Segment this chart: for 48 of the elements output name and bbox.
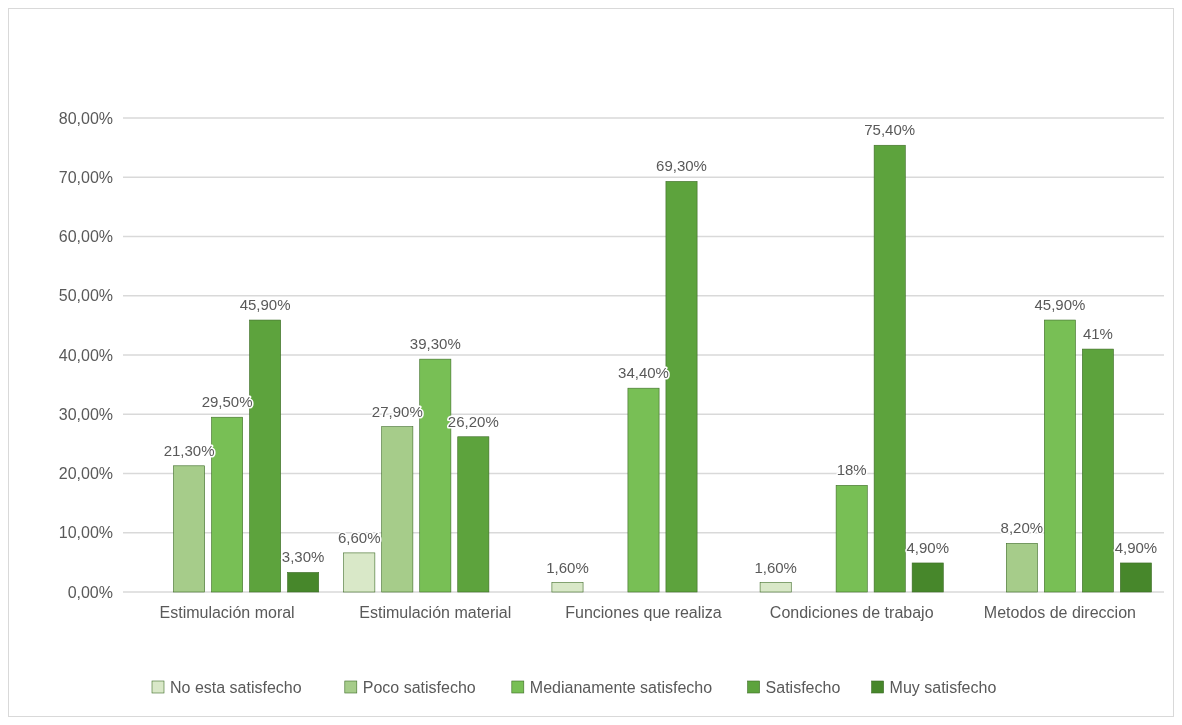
x-tick-label: Condiciones de trabajo <box>769 604 934 621</box>
data-label: 8,20% <box>1000 519 1044 537</box>
bar <box>343 552 376 593</box>
data-label: 75,40% <box>864 121 916 139</box>
data-label: 41% <box>1082 325 1113 343</box>
legend-label: Medianamente satisfecho <box>529 678 713 696</box>
data-label: 3,30% <box>281 548 325 566</box>
y-tick-label: 40,00% <box>58 346 113 364</box>
bar <box>457 436 490 593</box>
y-tick-label: 70,00% <box>58 168 113 186</box>
bar <box>1044 319 1076 593</box>
bar <box>1120 562 1152 593</box>
bar <box>759 582 792 593</box>
legend-label: Poco satisfecho <box>362 678 476 696</box>
x-tick-label: Estimulación moral <box>159 604 295 621</box>
bar <box>287 572 320 593</box>
legend-label: No esta satisfecho <box>170 678 302 696</box>
bar <box>627 387 660 593</box>
data-label: 4,90% <box>906 538 949 556</box>
bar <box>551 582 584 593</box>
bar <box>1006 543 1038 593</box>
bar <box>173 465 205 593</box>
data-label: 45,90% <box>239 296 291 314</box>
x-tick-label: Funciones que realiza <box>565 604 722 621</box>
legend-label: Satisfecho <box>765 678 841 696</box>
bar <box>1082 348 1114 593</box>
y-tick-label: 0,00% <box>67 583 113 601</box>
data-label: 69,30% <box>656 157 707 175</box>
data-label: 45,90% <box>1034 296 1086 314</box>
bar <box>835 485 868 593</box>
x-tick-label: Metodos de direccion <box>983 604 1136 621</box>
data-label: 1,60% <box>546 558 589 576</box>
bar <box>911 562 944 593</box>
bar <box>873 144 906 593</box>
data-label: 39,30% <box>409 335 461 353</box>
x-tick-label: Estimulación material <box>359 604 512 621</box>
data-label: 18% <box>836 461 867 479</box>
y-tick-label: 10,00% <box>58 524 113 542</box>
data-label: 6,60% <box>338 528 381 546</box>
bar <box>381 426 414 593</box>
y-tick-label: 60,00% <box>58 228 113 246</box>
y-tick-label: 50,00% <box>58 287 113 305</box>
y-tick-label: 20,00% <box>58 465 113 483</box>
legend-label: Muy satisfecho <box>889 678 997 696</box>
data-label: 4,90% <box>1114 538 1158 556</box>
y-tick-label: 80,00% <box>58 109 113 127</box>
data-label: 1,60% <box>754 558 797 576</box>
y-tick-label: 30,00% <box>58 405 113 423</box>
